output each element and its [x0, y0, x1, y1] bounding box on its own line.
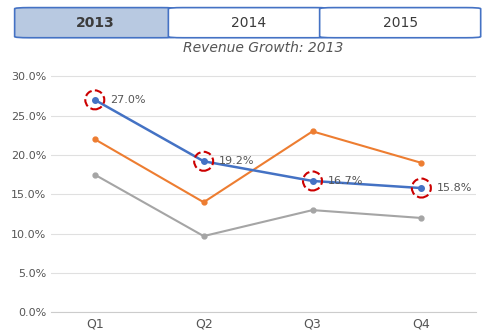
Text: 19.2%: 19.2% — [219, 156, 254, 166]
Text: 27.0%: 27.0% — [110, 95, 145, 105]
Text: 16.7%: 16.7% — [328, 176, 363, 186]
Text: 2015: 2015 — [383, 16, 418, 30]
FancyBboxPatch shape — [320, 8, 481, 38]
Text: 15.8%: 15.8% — [437, 183, 472, 193]
FancyBboxPatch shape — [168, 8, 329, 38]
FancyBboxPatch shape — [15, 8, 176, 38]
Text: 2014: 2014 — [231, 16, 266, 30]
Text: 2013: 2013 — [76, 16, 115, 30]
Title: Revenue Growth: 2013: Revenue Growth: 2013 — [183, 41, 344, 55]
